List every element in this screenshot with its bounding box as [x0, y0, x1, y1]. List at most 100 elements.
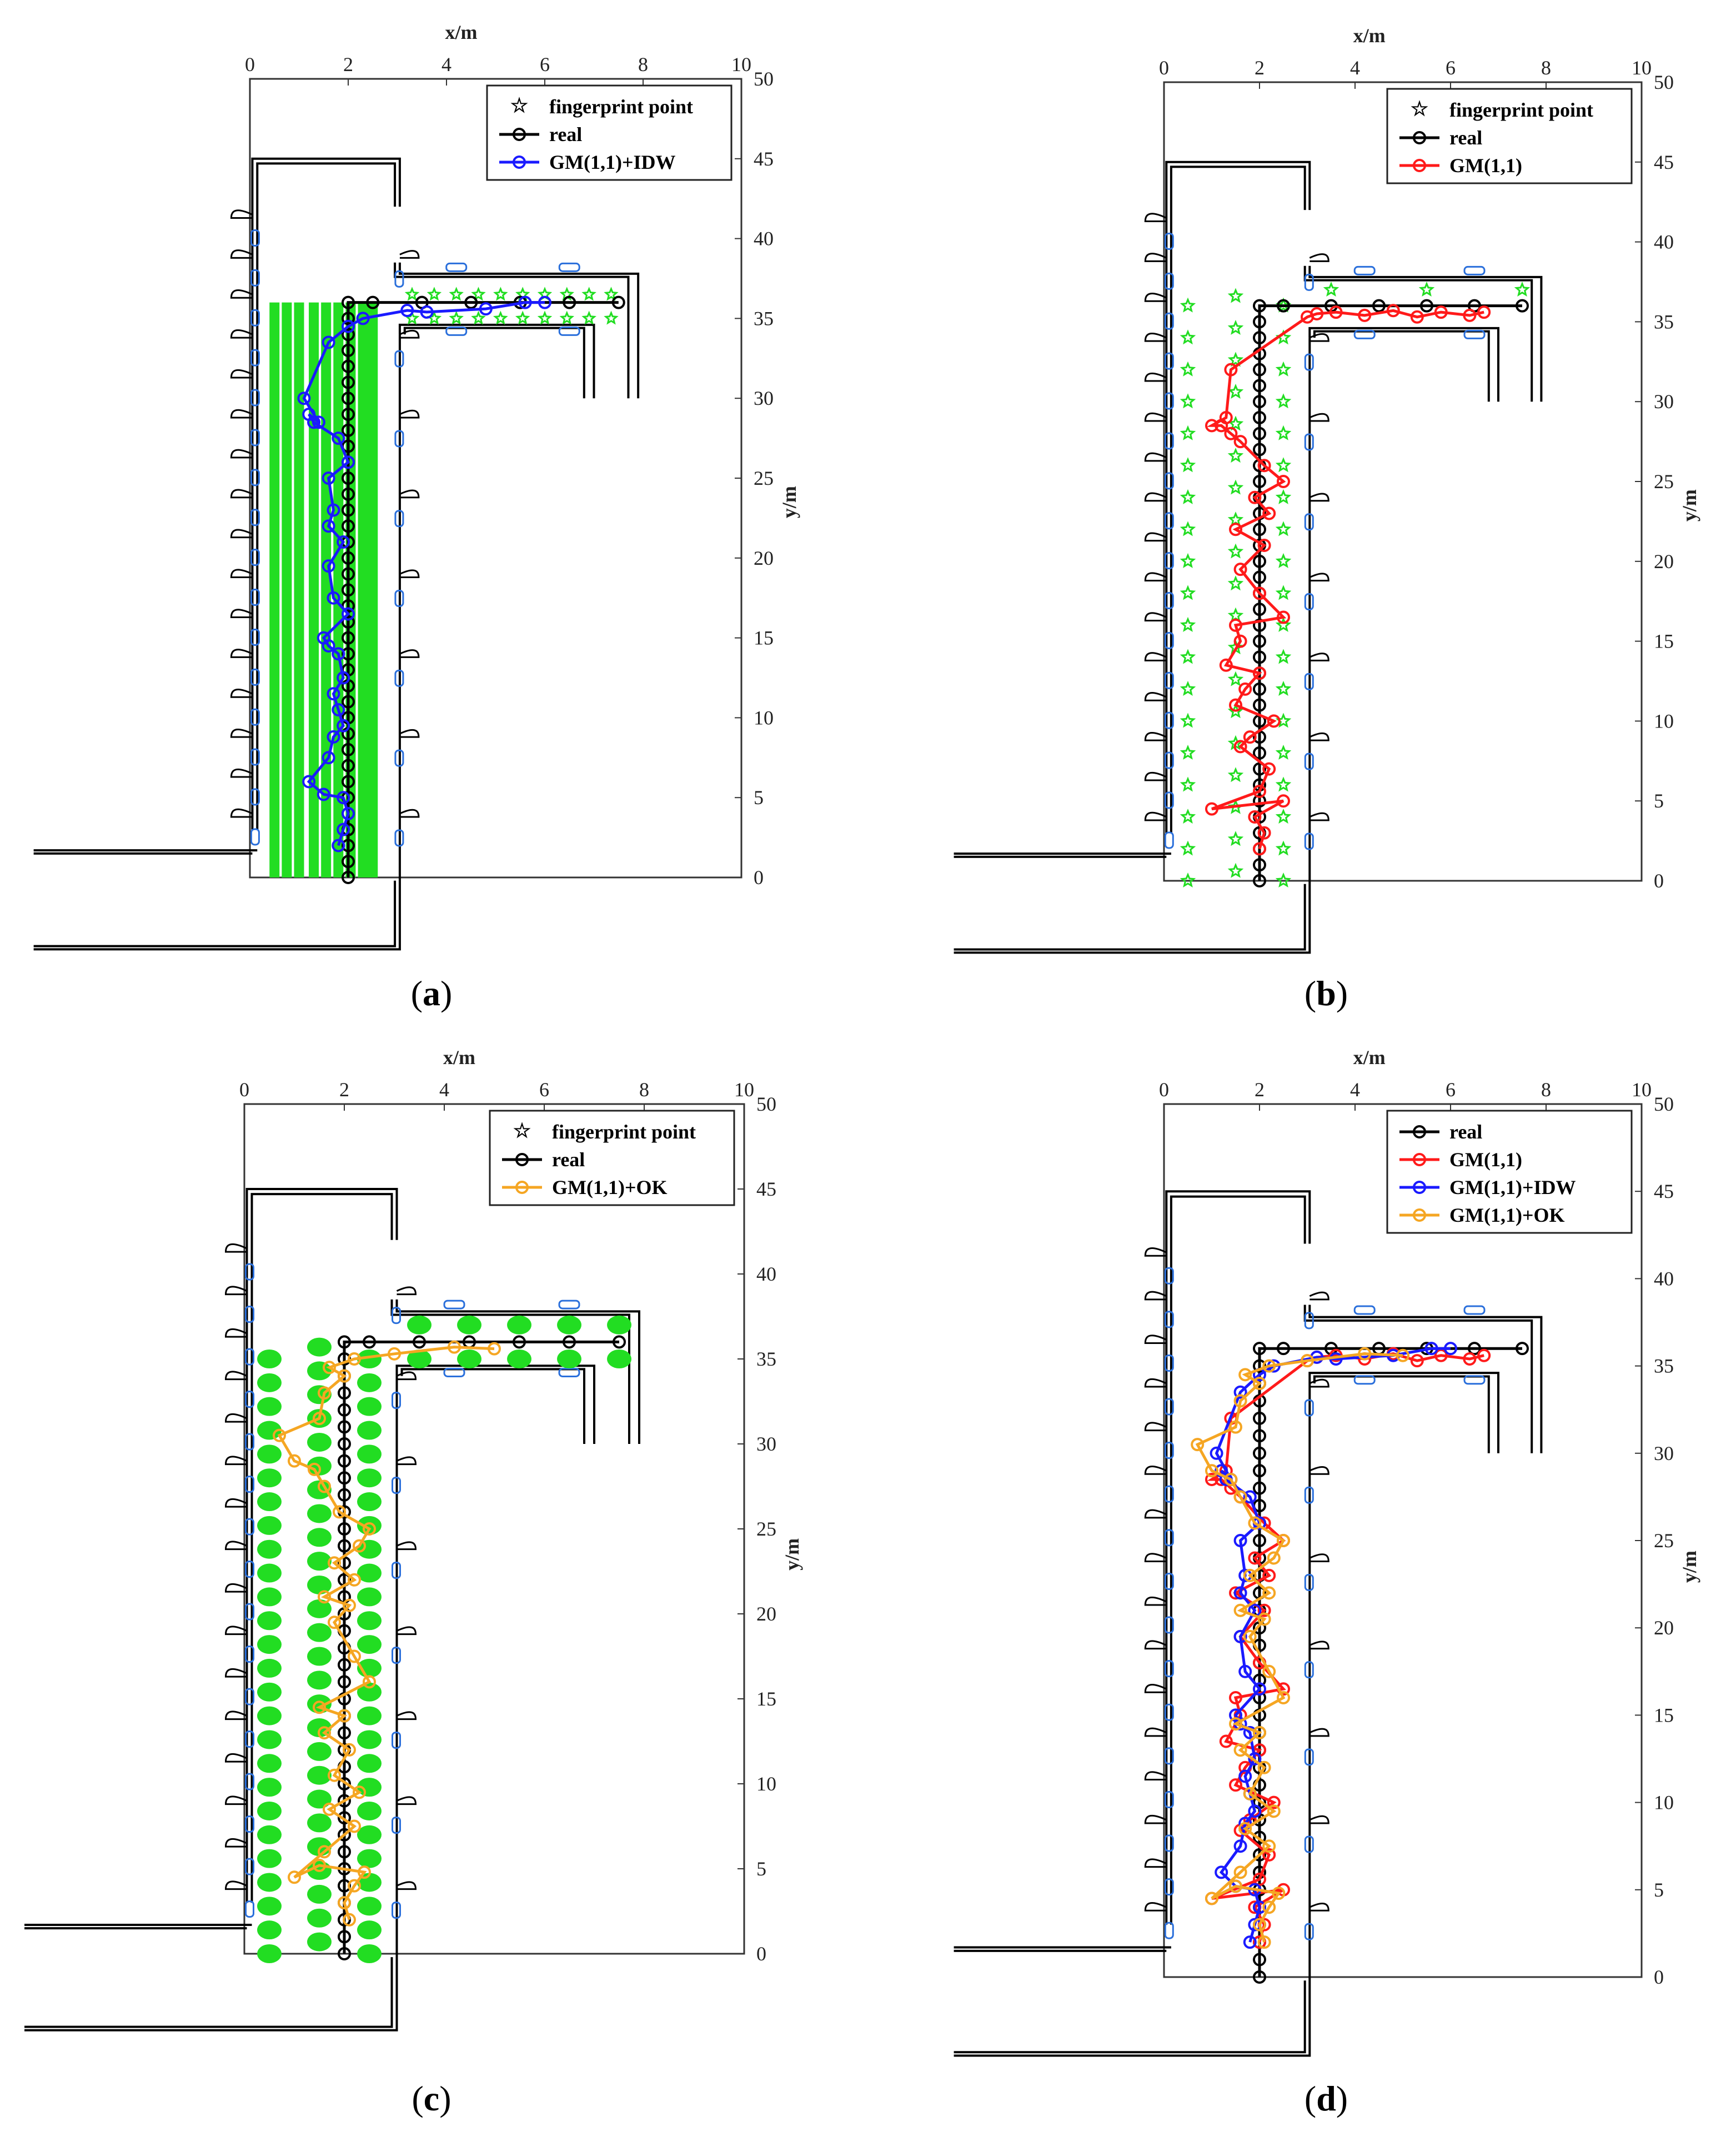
data-point-gm — [1463, 1352, 1477, 1366]
door-left — [1144, 1247, 1167, 1257]
data-point-real — [342, 519, 355, 533]
data-point-idw — [1229, 1708, 1242, 1722]
wall-lower-corridor-inner — [400, 1368, 585, 1444]
data-point-real — [338, 1454, 351, 1468]
data-point-ok — [1229, 1717, 1242, 1731]
door-right — [1309, 1291, 1329, 1301]
data-point-idw — [332, 647, 345, 661]
door-left — [1144, 1466, 1167, 1475]
door-left — [224, 1498, 248, 1508]
window-left — [1164, 1616, 1174, 1634]
data-point-idw — [1210, 1446, 1223, 1460]
door-left — [224, 1583, 248, 1593]
door-left — [230, 449, 253, 459]
data-point-real — [338, 1420, 351, 1434]
fingerprint-point — [357, 1444, 382, 1464]
window-left — [245, 1433, 254, 1451]
data-point-idw — [302, 407, 316, 421]
y-tick-label: 45 — [1654, 151, 1674, 173]
fingerprint-point — [1275, 744, 1292, 760]
data-point-ok — [328, 1768, 341, 1782]
data-point-real — [338, 1845, 351, 1859]
data-point-ok — [328, 1616, 341, 1629]
fingerprint-point — [449, 310, 464, 325]
data-point-gm — [1267, 714, 1281, 728]
door-left — [1144, 811, 1167, 821]
fingerprint-point — [357, 1944, 382, 1963]
wall-upper-corridor — [398, 262, 640, 399]
fingerprint-point — [257, 1516, 282, 1535]
fingerprint-column — [358, 302, 368, 877]
legend-label: fingerprint point — [552, 1121, 696, 1143]
caption-close: ) — [1336, 974, 1348, 1013]
fingerprint-point — [1227, 383, 1244, 399]
fingerprint-point — [357, 1468, 382, 1488]
data-point-ok — [313, 1412, 326, 1426]
chart-panel-b: 0 2 4 6 8 10 0 5 10 15 20 25 30 35 40 45 50 x/m y/m ☆ finger… — [954, 24, 1700, 1013]
fingerprint-point — [307, 1908, 332, 1928]
fingerprint-point — [1227, 479, 1244, 495]
fingerprint-point — [357, 1397, 382, 1416]
door-left — [230, 768, 253, 778]
window-left — [1164, 312, 1174, 330]
fingerprint-point — [257, 1587, 282, 1607]
data-point-gm — [1262, 1568, 1276, 1582]
fingerprint-point — [1323, 281, 1339, 297]
data-point-gm — [1267, 1795, 1281, 1809]
y-tick-label: 10 — [1654, 1792, 1674, 1814]
door-left — [230, 529, 253, 539]
window-right — [1304, 353, 1314, 371]
window-left — [245, 1348, 254, 1366]
fingerprint-point — [257, 1706, 282, 1725]
fingerprint-point — [257, 1468, 282, 1488]
window-right — [392, 1647, 401, 1664]
door-left — [230, 808, 253, 818]
y-tick-label: 35 — [756, 1348, 776, 1370]
data-point-real — [1253, 1970, 1266, 1984]
y-tick-label: 40 — [1654, 231, 1674, 253]
caption-open: ( — [412, 2079, 423, 2118]
data-point-ok — [1238, 1368, 1252, 1382]
fingerprint-point — [1275, 809, 1292, 824]
data-point-idw — [302, 775, 316, 789]
data-point-real — [1253, 1830, 1266, 1844]
y-tick-label: 15 — [754, 627, 774, 649]
wall-upper-corridor — [1308, 1305, 1543, 1453]
data-point-real — [363, 1335, 376, 1349]
data-point-ok — [1238, 1822, 1252, 1835]
data-point-idw — [1233, 1534, 1247, 1547]
fingerprint-point — [1180, 809, 1196, 824]
y-tick-label: 45 — [756, 1178, 776, 1200]
data-point-gm — [1219, 658, 1233, 672]
data-point-real — [338, 1913, 351, 1927]
wall-lower-corridor-inner — [1313, 330, 1490, 402]
data-point-gm — [1219, 1734, 1233, 1748]
door-right — [1309, 1641, 1329, 1650]
data-point-ok — [1233, 1743, 1247, 1757]
fingerprint-point — [307, 1932, 332, 1952]
wall-lower-corridor-inner — [1313, 1375, 1490, 1453]
fingerprint-point — [537, 310, 553, 325]
door-left — [224, 1413, 248, 1423]
fingerprint-point — [257, 1350, 282, 1368]
fingerprint-point — [1180, 361, 1196, 377]
data-point-idw — [322, 471, 335, 485]
fingerprint-point — [307, 1671, 332, 1690]
window-left — [1164, 1442, 1174, 1459]
door-right — [396, 1371, 417, 1381]
data-point-idw — [342, 455, 355, 469]
fingerprint-point — [1227, 767, 1244, 782]
data-point-real — [342, 647, 355, 661]
door-left — [224, 1795, 248, 1805]
fingerprint-point — [1275, 521, 1292, 536]
door-left — [230, 209, 253, 219]
window-left — [245, 1858, 254, 1875]
data-point-real — [342, 487, 355, 501]
window-corridor — [1353, 1375, 1376, 1385]
y-tick-label: 20 — [756, 1603, 776, 1625]
legend-label: real — [552, 1148, 585, 1171]
fingerprint-point — [257, 1825, 282, 1844]
data-point-idw — [337, 719, 350, 733]
door-left — [1144, 1858, 1167, 1868]
data-point-ok — [323, 1361, 336, 1375]
